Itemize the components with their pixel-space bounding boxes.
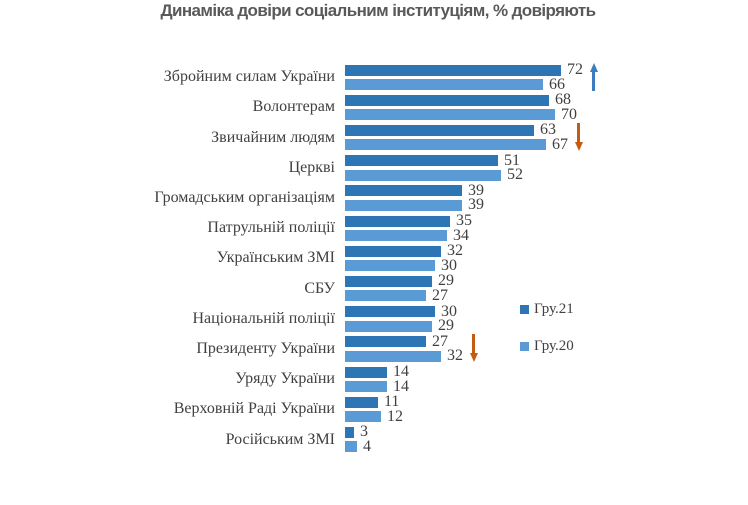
bar-gru20 [345, 290, 426, 302]
trend-down-arrow [469, 334, 478, 363]
bar-gru20 [345, 441, 357, 453]
bar-gru21 [345, 64, 561, 76]
value-label-gru20: 12 [387, 407, 403, 425]
legend-swatch-gru21 [520, 304, 529, 314]
bar-gru20 [345, 260, 435, 272]
category-label: Патрульній поліції [207, 219, 335, 237]
bar-gru20 [345, 381, 387, 392]
legend-swatch-gru20 [520, 341, 529, 351]
value-label-gru21: 68 [555, 91, 571, 109]
value-label-gru20: 52 [507, 166, 523, 184]
bar-gru21 [345, 396, 378, 408]
value-label-gru20: 67 [552, 135, 568, 153]
bar-gru21 [345, 94, 549, 106]
trend-up-arrow [589, 62, 598, 91]
category-label: Звичайним людям [211, 128, 335, 146]
category-label: Церкві [288, 158, 335, 176]
bar-gru20 [345, 199, 462, 211]
value-label-gru20: 14 [393, 377, 409, 395]
value-label-gru21: 14 [393, 363, 409, 380]
bar-gru21 [345, 215, 450, 227]
value-label-gru20: 70 [561, 105, 577, 123]
chart-title: Динаміка довіри соціальним інституціям, … [160, 1, 597, 20]
value-label-gru21: 32 [447, 242, 463, 260]
bar-gru20 [345, 230, 447, 241]
value-label-gru20: 30 [441, 256, 457, 274]
bar-gru21 [345, 306, 435, 318]
category-label: Президенту України [196, 340, 335, 358]
bar-gru21 [345, 426, 354, 438]
bar-gru20 [345, 109, 555, 121]
value-label-gru21: 29 [438, 272, 454, 290]
value-label-gru21: 11 [384, 393, 400, 411]
value-label-gru21: 27 [432, 332, 448, 350]
value-label-gru20: 66 [549, 75, 565, 93]
category-label: Українським ЗМІ [216, 249, 335, 267]
value-label-gru20: 34 [453, 226, 469, 244]
category-label: Національній поліції [192, 309, 335, 327]
value-label-gru21: 51 [504, 151, 520, 169]
value-label-gru20: 27 [432, 286, 448, 304]
value-label-gru20: 39 [468, 196, 484, 214]
bar-gru21 [345, 275, 432, 287]
bar-gru21 [345, 366, 387, 378]
value-label-gru21: 39 [468, 181, 484, 199]
category-label: СБУ [304, 279, 335, 297]
value-label-gru21: 63 [540, 121, 556, 139]
bar-gru20 [345, 350, 441, 362]
trend-down-arrow [574, 122, 583, 151]
category-label: Уряду України [235, 370, 335, 388]
category-label: Волонтерам [252, 98, 335, 116]
legend-item-gru21: Гру.21 [520, 300, 574, 318]
legend-item-gru20: Гру.20 [520, 337, 574, 355]
category-label: Громадським організаціям [154, 189, 335, 207]
value-label-gru21: 3 [360, 423, 368, 441]
bar-gru20 [345, 320, 432, 332]
category-label: Збройним силам України [163, 68, 335, 86]
bar-gru21 [345, 245, 441, 257]
bar-gru21 [345, 124, 534, 136]
value-label-gru20: 4 [363, 437, 371, 455]
value-label-gru20: 29 [438, 317, 454, 335]
bar-gru20 [345, 139, 546, 151]
bar-gru21 [345, 185, 462, 197]
category-label: Верховній Раді України [173, 400, 335, 418]
bar-gru21 [345, 155, 498, 167]
value-label-gru21: 35 [456, 212, 472, 229]
value-label-gru21: 72 [567, 61, 583, 78]
value-label-gru21: 30 [441, 302, 457, 320]
bar-gru21 [345, 336, 426, 348]
bar-gru20 [345, 169, 501, 181]
category-label: Російським ЗМІ [225, 430, 335, 448]
legend-label-gru21: Гру.21 [534, 300, 574, 317]
legend-label-gru20: Гру.20 [534, 337, 574, 354]
bar-gru20 [345, 411, 381, 423]
value-label-gru20: 32 [447, 347, 463, 365]
bar-gru20 [345, 79, 543, 90]
